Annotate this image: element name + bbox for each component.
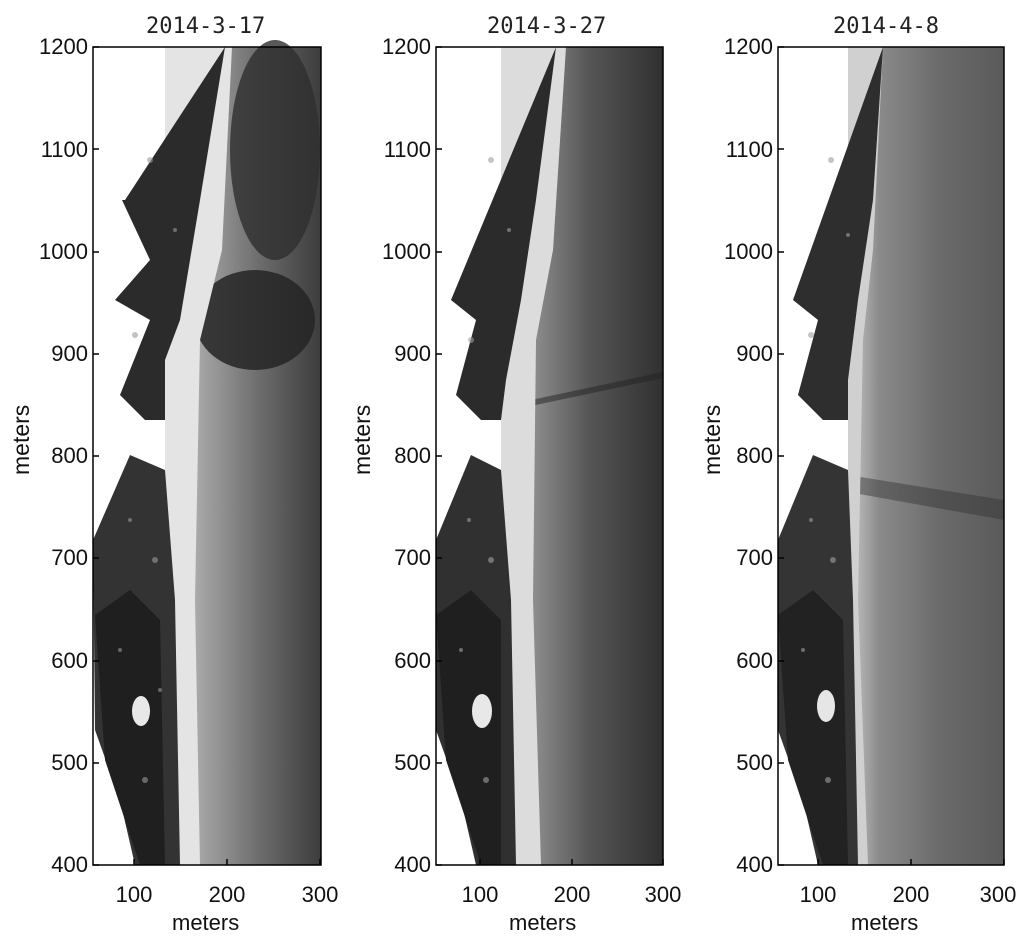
x-axis-label: meters xyxy=(509,910,577,935)
y-tick-label: 500 xyxy=(736,750,773,775)
vegetation-texture xyxy=(459,157,511,783)
panel-title: 2014-3-17 xyxy=(146,14,266,39)
x-tick-marks xyxy=(479,859,664,865)
y-tick-label: 400 xyxy=(394,852,431,877)
y-tick-label: 800 xyxy=(394,443,431,468)
y-tick-label: 1200 xyxy=(724,34,773,59)
y-tick-label: 700 xyxy=(51,545,88,570)
panel-3: 2014-4-8 xyxy=(683,0,1016,940)
y-tick-label: 700 xyxy=(394,545,431,570)
y-tick-label: 1200 xyxy=(382,34,431,59)
panel-1: 2014-3-17 xyxy=(0,0,338,940)
y-tick-label: 600 xyxy=(51,648,88,673)
x-tick-label: 100 xyxy=(115,882,153,907)
y-tick-label: 1100 xyxy=(40,137,88,162)
y-tick-label: 1100 xyxy=(725,137,773,162)
y-tick-label: 800 xyxy=(736,443,773,468)
land-region xyxy=(95,590,165,865)
x-axis-label: meters xyxy=(851,910,919,935)
x-tick-marks xyxy=(133,859,321,865)
y-tick-label: 1000 xyxy=(382,239,431,264)
bright-structure xyxy=(132,696,150,726)
y-tick-label: 400 xyxy=(736,852,773,877)
y-tick-label: 500 xyxy=(394,750,431,775)
y-axis-label: meters xyxy=(8,404,34,475)
x-tick-label: 300 xyxy=(644,882,682,907)
dark-water-patch xyxy=(195,270,315,370)
y-axis-label: meters xyxy=(699,404,725,475)
x-tick-marks xyxy=(817,859,1005,865)
y-tick-marks xyxy=(436,46,442,866)
x-tick-label: 200 xyxy=(208,882,246,907)
land-region xyxy=(778,590,848,865)
y-tick-marks xyxy=(778,46,784,866)
mosaic-seam xyxy=(531,372,663,406)
y-tick-marks xyxy=(93,46,99,866)
coastal-image-plot xyxy=(777,46,1005,866)
x-tick-label: 200 xyxy=(892,882,930,907)
y-tick-label: 700 xyxy=(736,545,773,570)
coastal-image-plot xyxy=(435,46,664,866)
bright-structure xyxy=(472,694,492,728)
panel-2: 2014-3-27 xyxy=(341,0,681,940)
dark-water-band xyxy=(848,475,1004,520)
y-tick-label: 1000 xyxy=(724,239,773,264)
land-region xyxy=(793,47,883,420)
y-tick-label: 900 xyxy=(736,341,773,366)
panel-title: 2014-4-8 xyxy=(833,14,939,39)
y-tick-label: 400 xyxy=(51,852,88,877)
land-region xyxy=(451,47,556,420)
y-tick-label: 1100 xyxy=(383,137,431,162)
y-tick-label: 800 xyxy=(51,443,88,468)
y-tick-label: 1000 xyxy=(39,239,88,264)
y-tick-label: 600 xyxy=(394,648,431,673)
panel-title: 2014-3-27 xyxy=(487,14,607,39)
x-tick-label: 300 xyxy=(301,882,339,907)
x-tick-label: 200 xyxy=(553,882,591,907)
x-tick-label: 100 xyxy=(799,882,837,907)
coastal-image-plot xyxy=(92,40,322,866)
x-tick-label: 100 xyxy=(461,882,499,907)
vegetation-texture xyxy=(801,157,850,783)
y-tick-label: 1200 xyxy=(39,34,88,59)
dark-water-patch xyxy=(230,40,320,260)
bright-structure xyxy=(817,690,835,722)
y-tick-label: 900 xyxy=(51,341,88,366)
y-tick-label: 600 xyxy=(736,648,773,673)
y-tick-label: 900 xyxy=(394,341,431,366)
land-region xyxy=(115,47,225,420)
x-tick-label: 300 xyxy=(979,882,1017,907)
vegetation-texture xyxy=(118,157,177,783)
land-region xyxy=(436,590,501,865)
y-tick-label: 500 xyxy=(51,750,88,775)
x-axis-label: meters xyxy=(172,910,240,935)
y-axis-label: meters xyxy=(349,404,375,475)
